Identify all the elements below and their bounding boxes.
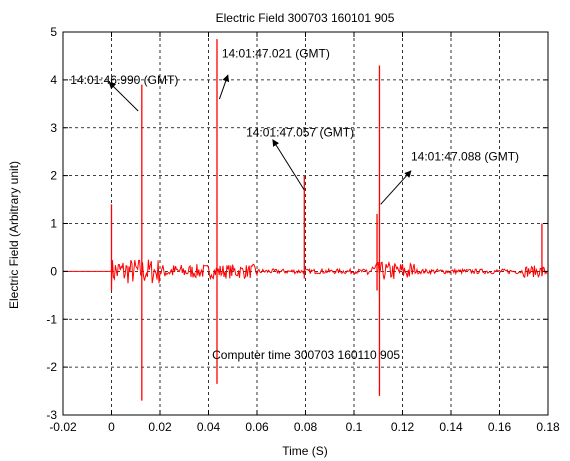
y-tick-label: 3 [50,121,57,135]
x-axis-label: Time (S) [282,444,328,458]
noise-trace [63,259,548,285]
x-tick-label: 0.1 [346,420,363,434]
grid [63,32,548,415]
annotation-arrow [272,139,305,191]
x-tick-label: 0.06 [245,420,269,434]
x-tick-label: 0.14 [439,420,463,434]
x-tick-label: 0.12 [391,420,415,434]
annotation-label: 14:01:47.088 (GMT) [411,149,519,163]
x-tick-label: 0.08 [294,420,318,434]
annotation-label: 14:01:47.021 (GMT) [222,47,330,61]
y-tick-label: -2 [46,360,57,374]
y-tick-label: 0 [50,264,57,278]
signal-trace [63,39,548,401]
y-axis-label: Electric Field (Arbitrary unit) [7,161,21,309]
annotation-label: 14:01:47.057 (GMT) [246,126,354,140]
x-tick-label: 0.18 [536,420,560,434]
y-tick-label: -3 [46,408,57,422]
annotation-arrow [380,170,412,205]
annotations: 14:01:46.990 (GMT) 14:01:47.021 (GMT) 14:0… [70,47,519,363]
annotation-label: Computer time 300703 160110 905 [212,348,400,362]
annotation-arrow [108,81,139,112]
x-tick-label: -0.02 [49,420,77,434]
x-tick-label: 0 [108,420,115,434]
y-tick-label: 5 [50,25,57,39]
x-axis-ticks: -0.02 0 0.02 0.04 0.06 0.08 0.1 0.12 0.14 0.16 0.1… [49,32,560,434]
y-tick-label: 1 [50,217,57,231]
annotation-arrow [218,74,230,100]
annotation-label: 14:01:46.990 (GMT) [70,73,178,87]
x-tick-label: 0.04 [197,420,221,434]
y-axis-ticks: -3 -2 -1 0 1 2 3 4 5 [46,25,548,422]
x-tick-label: 0.02 [148,420,172,434]
x-tick-label: 0.16 [488,420,512,434]
y-tick-label: -1 [46,312,57,326]
y-tick-label: 4 [50,73,57,87]
y-tick-label: 2 [50,169,57,183]
chart-title: Electric Field 300703 160101 905 [216,11,395,25]
